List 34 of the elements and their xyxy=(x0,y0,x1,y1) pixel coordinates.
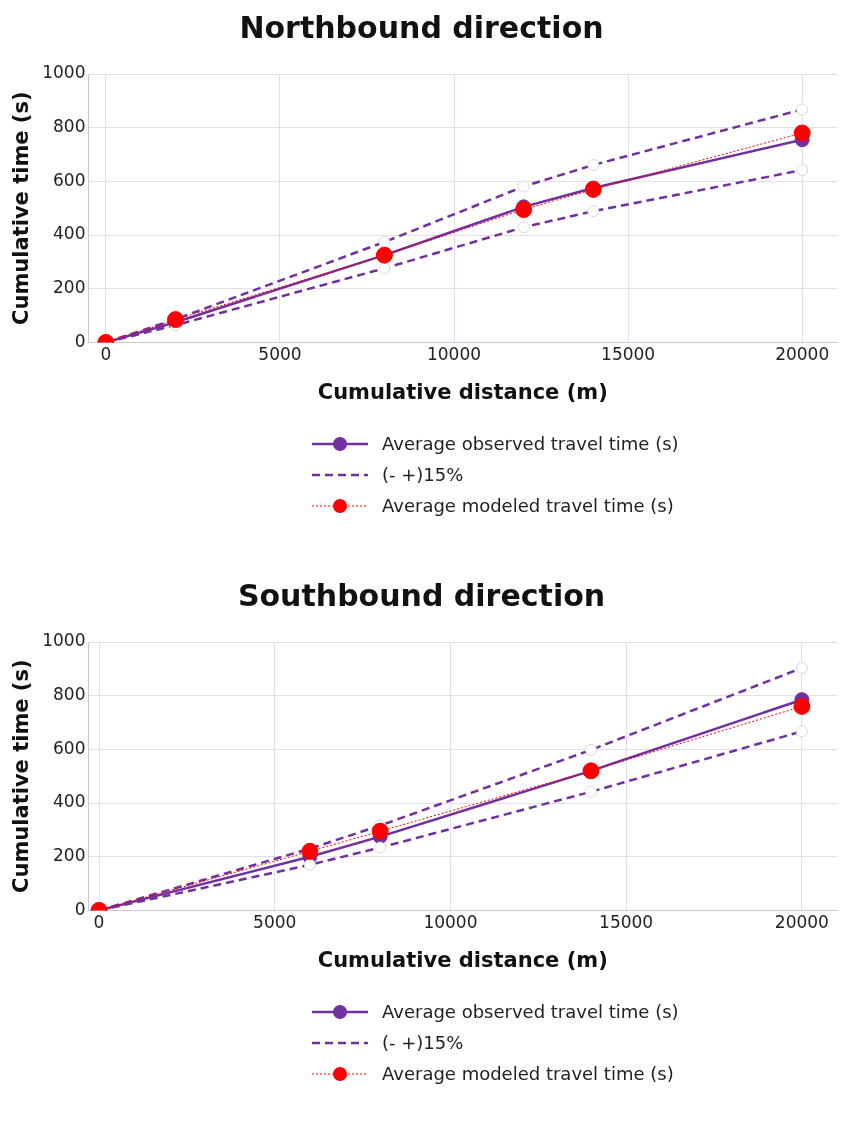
x-tick-label: 20000 xyxy=(774,912,829,933)
x-tick-label: 10000 xyxy=(426,344,482,365)
x-axis-title: Cumulative distance (m) xyxy=(317,947,608,972)
y-tick-label: 800 xyxy=(53,116,86,137)
y-tick-label: 1000 xyxy=(42,62,86,83)
y-tick-label: 200 xyxy=(53,845,86,866)
y-tick-label: 400 xyxy=(53,791,86,812)
y-tick-label: 600 xyxy=(53,169,86,190)
y-axis-title: Cumulative time (s) xyxy=(9,91,34,325)
x-axis-title: Cumulative distance (m) xyxy=(317,379,608,404)
legend-label: Average modeled travel time (s) xyxy=(382,495,674,516)
x-tick-label: 5000 xyxy=(253,912,297,933)
y-axis-title: Cumulative time (s) xyxy=(9,659,34,893)
y-tick-label: 0 xyxy=(74,898,86,919)
x-tick-label: 20000 xyxy=(775,344,830,365)
x-tick-label: 5000 xyxy=(258,344,302,365)
y-tick-label: 200 xyxy=(53,277,86,298)
y-tick-label: 0 xyxy=(74,330,86,351)
legend-label: Average observed travel time (s) xyxy=(382,433,679,454)
x-tick-label: 15000 xyxy=(601,344,656,365)
x-tick-label: 0 xyxy=(93,912,105,933)
x-tick-label: 10000 xyxy=(423,912,478,933)
legend-label: Average modeled travel time (s) xyxy=(382,1063,674,1084)
y-tick-label: 1000 xyxy=(42,630,86,651)
legend-label: (- +)15% xyxy=(382,1032,464,1053)
y-tick-label: 800 xyxy=(53,684,86,705)
legend-label: (- +)15% xyxy=(382,464,464,485)
chart-title: Northbound direction xyxy=(239,9,604,45)
y-tick-label: 400 xyxy=(53,223,86,244)
y-tick-label: 600 xyxy=(53,737,86,758)
chart-title: Southbound direction xyxy=(237,577,606,613)
x-tick-label: 0 xyxy=(100,344,112,365)
legend-label: Average observed travel time (s) xyxy=(382,1001,679,1022)
x-tick-label: 15000 xyxy=(599,912,654,933)
